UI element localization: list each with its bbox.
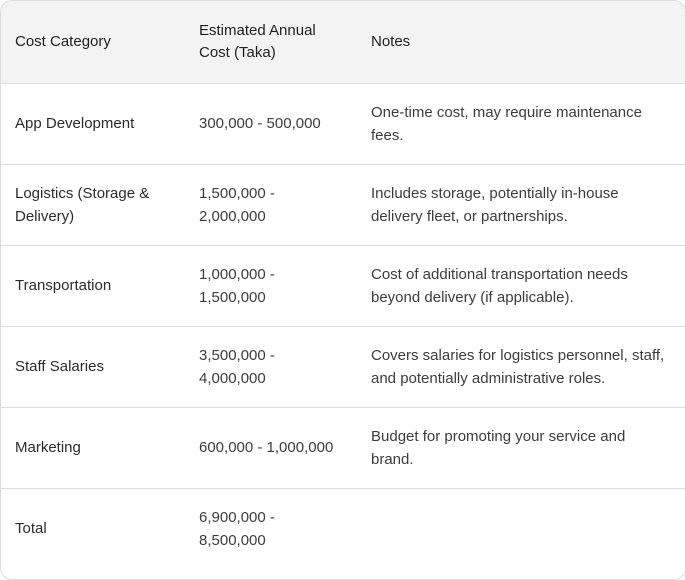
table-body: App Development 300,000 - 500,000 One-ti… [1,83,685,569]
cell-notes: One-time cost, may require maintenance f… [371,103,642,144]
cell-category: Staff Salaries [15,358,104,375]
cell-notes: Covers salaries for logistics personnel,… [371,346,665,387]
cell-notes: Includes storage, potentially in-house d… [371,184,619,225]
table-row: Logistics (Storage & Delivery) 1,500,000… [1,164,685,245]
cell-category: App Development [15,115,135,132]
table-row-total: Total 6,900,000 - 8,500,000 [1,488,685,569]
cell-category: Total [15,520,47,538]
header-estimated-cost: Estimated Annual Cost (Taka) [185,1,357,84]
cell-category: Logistics (Storage & Delivery) [15,184,150,225]
header-notes: Notes [357,1,685,84]
table-row: App Development 300,000 - 500,000 One-ti… [1,83,685,164]
table-row: Transportation 1,000,000 - 1,500,000 Cos… [1,245,685,326]
cell-category: Marketing [15,439,81,456]
cell-cost: 600,000 - 1,000,000 [199,439,334,456]
cell-cost: 3,500,000 - 4,000,000 [199,346,275,387]
cell-notes: Cost of additional transportation needs … [371,265,628,306]
table-row: Staff Salaries 3,500,000 - 4,000,000 Cov… [1,326,685,407]
cell-notes [357,488,685,569]
cell-cost: 1,000,000 - 1,500,000 [199,265,275,306]
cost-table: Cost Category Estimated Annual Cost (Tak… [1,1,685,569]
cell-notes: Budget for promoting your service and br… [371,427,626,468]
header-row: Cost Category Estimated Annual Cost (Tak… [1,1,685,84]
cell-cost: 300,000 - 500,000 [199,115,321,132]
header-cost-category: Cost Category [1,1,185,84]
table-row: Marketing 600,000 - 1,000,000 Budget for… [1,407,685,488]
table-header: Cost Category Estimated Annual Cost (Tak… [1,1,685,84]
cell-cost: 6,900,000 - 8,500,000 [199,508,275,549]
cell-category: Transportation [15,277,112,294]
cell-cost: 1,500,000 - 2,000,000 [199,184,275,225]
